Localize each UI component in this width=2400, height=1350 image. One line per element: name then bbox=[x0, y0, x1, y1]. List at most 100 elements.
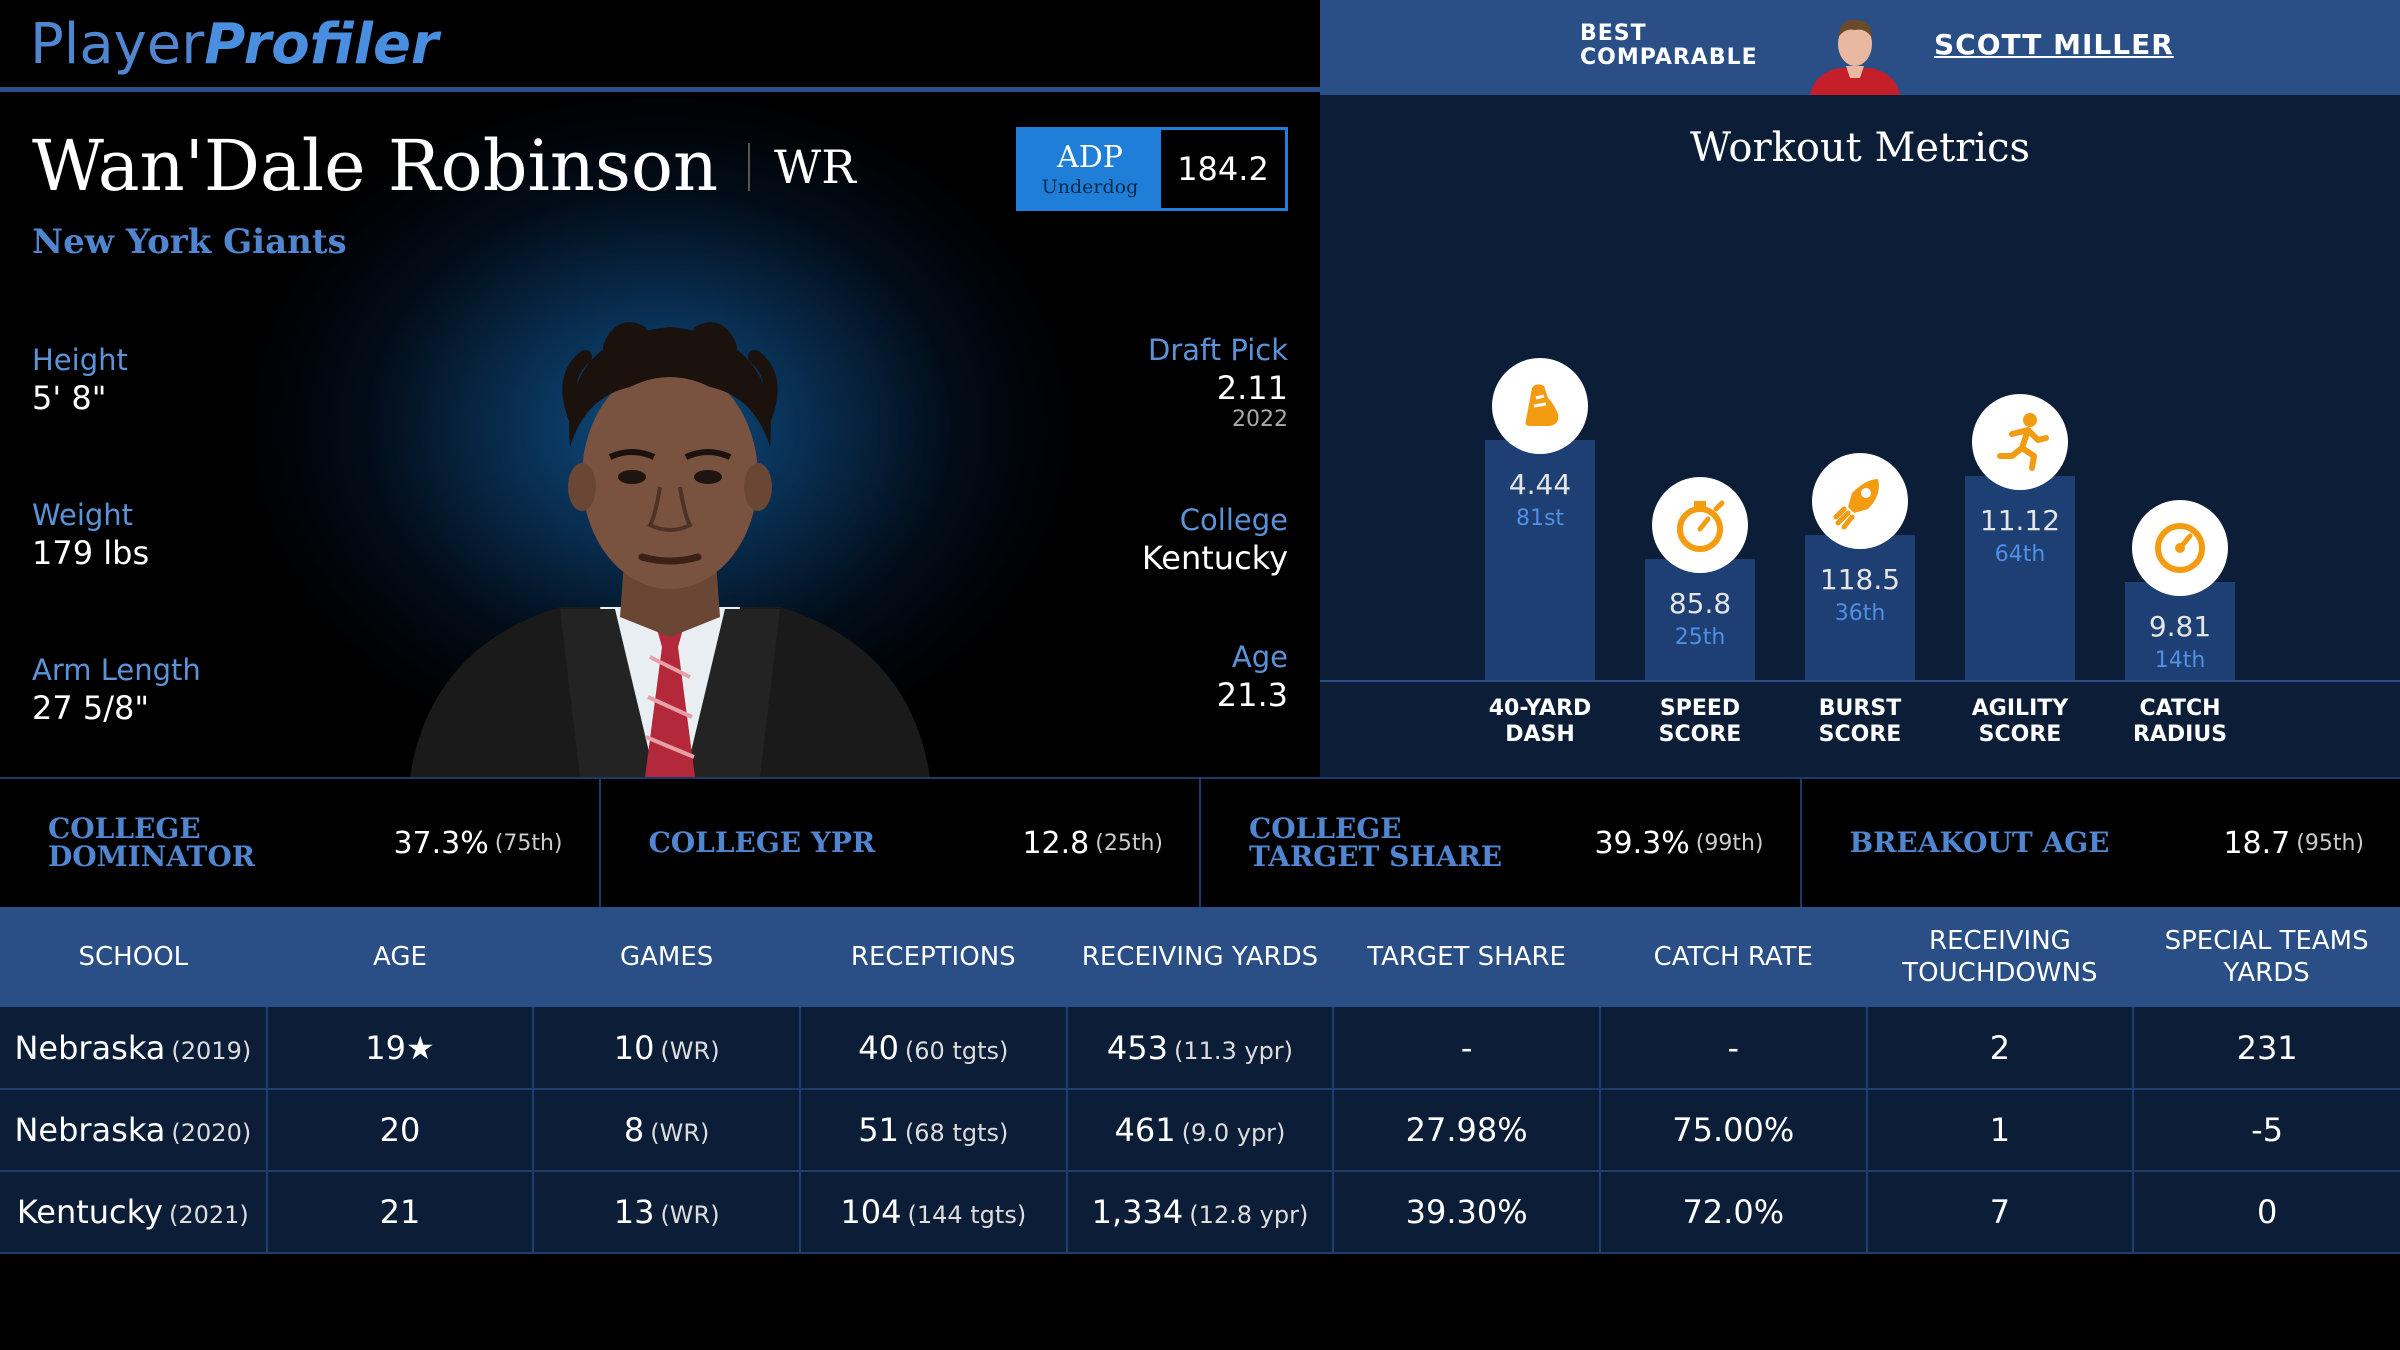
cell-receiving-yards: 453 (11.3 ypr) bbox=[1066, 1007, 1335, 1089]
ypr-value: (11.3 ypr) bbox=[1173, 1036, 1294, 1065]
weight-stat: Weight 179 lbs bbox=[32, 497, 149, 573]
receptions-value: 40 bbox=[858, 1028, 899, 1067]
metric-percentile: 64th bbox=[1994, 542, 2046, 567]
college-metric-value-wrap: 12.8 (25th) bbox=[1022, 779, 1163, 907]
school-name: Nebraska bbox=[14, 1111, 166, 1149]
table-row: Nebraska (2019) 19★ 10 (WR) 40 (60 tgts) 45… bbox=[0, 1007, 2400, 1089]
cell-catch-rate: 75.00% bbox=[1599, 1089, 1868, 1171]
chart-baseline bbox=[1320, 680, 2400, 682]
cell-receiving-yards: 461 (9.0 ypr) bbox=[1066, 1089, 1335, 1171]
college-metric-label: COLLEGE TARGET SHARE bbox=[1249, 812, 1503, 873]
weight-label: Weight bbox=[32, 498, 134, 532]
cell-games: 13 (WR) bbox=[533, 1171, 801, 1253]
table-row: Nebraska (2020) 20 8 (WR) 51 (68 tgts) 461(… bbox=[0, 1089, 2400, 1171]
college-metric-value: 39.3% bbox=[1594, 825, 1690, 861]
adp-badge: ADP Underdog 184.2 bbox=[1016, 127, 1288, 211]
player-name: Wan'Dale Robinson bbox=[32, 125, 719, 207]
cell-receiving-touchdowns: 1 bbox=[1866, 1089, 2135, 1171]
college-metric-percentile: (95th) bbox=[2296, 830, 2364, 856]
college-metric-percentile: (75th) bbox=[494, 830, 563, 856]
games-position: (WR) bbox=[650, 1119, 710, 1147]
cell-school: Kentucky (2021) bbox=[0, 1171, 268, 1253]
cell-games: 10 (WR) bbox=[533, 1007, 801, 1089]
ypr-value: (12.8 ypr) bbox=[1189, 1201, 1309, 1229]
college-metric-value: 12.8 bbox=[1022, 825, 1090, 861]
col-header-school[interactable]: SCHOOL bbox=[78, 942, 189, 972]
school-name: Nebraska bbox=[14, 1028, 166, 1067]
brand-logo[interactable]: PlayerProfiler bbox=[30, 12, 439, 78]
college-metric-value-wrap: 37.3% (75th) bbox=[393, 779, 562, 907]
games-position: (WR) bbox=[660, 1036, 720, 1065]
metric-label-line2: SCORE bbox=[1658, 722, 1742, 747]
metric-bar-agility-score[interactable]: 11.12 64th bbox=[1965, 476, 2075, 680]
workout-metrics-panel: Workout Metrics 4.44 81st 85.8 25th 118.… bbox=[1320, 95, 2400, 777]
metric-label-line2: SCORE bbox=[1818, 722, 1902, 747]
table-header-row: SCHOOL AGE GAMES RECEPTIONS RECEIVING YA… bbox=[0, 907, 2400, 1007]
college-stats-table: SCHOOL AGE GAMES RECEPTIONS RECEIVING YA… bbox=[0, 907, 2400, 1254]
cell-special-teams-yards: -5 bbox=[2251, 1111, 2284, 1149]
metric-bar-catch-radius[interactable]: 9.81 14th bbox=[2125, 582, 2235, 680]
metric-label-speed-score: SPEED SCORE bbox=[1625, 696, 1775, 748]
college-dominator-cell[interactable]: COLLEGE DOMINATOR 37.3% (75th) bbox=[0, 779, 601, 907]
metric-bar-40-yard-dash[interactable]: 4.44 81st bbox=[1485, 440, 1595, 680]
height-label: Height bbox=[32, 343, 128, 377]
col-header-receiving-yards[interactable]: RECEIVING YARDS bbox=[1081, 942, 1319, 972]
cell-special-teams-yards: 231 bbox=[2236, 1028, 2298, 1067]
cell-receptions: 104 (144 tgts) bbox=[799, 1171, 1068, 1253]
metric-value: 85.8 bbox=[1668, 587, 1732, 620]
name-divider bbox=[748, 143, 750, 191]
draft-pick-label: Draft Pick bbox=[1148, 333, 1288, 367]
games-value: 8 bbox=[623, 1111, 645, 1149]
col-header-catch-rate[interactable]: CATCH RATE bbox=[1653, 942, 1813, 972]
draft-year: 2022 bbox=[1232, 407, 1288, 432]
metric-label-line1: BURST bbox=[1818, 696, 1902, 721]
cell-receptions: 40 (60 tgts) bbox=[799, 1007, 1068, 1089]
school-year: (2019) bbox=[171, 1036, 252, 1065]
arm-length-stat: Arm Length 27 5/8" bbox=[32, 652, 201, 728]
breakout-age-cell[interactable]: BREAKOUT AGE 18.7 (95th) bbox=[1802, 779, 2400, 907]
cell-catch-rate: - bbox=[1599, 1007, 1868, 1089]
cell-target-share: - bbox=[1333, 1007, 1601, 1089]
col-header-receptions[interactable]: RECEPTIONS bbox=[850, 942, 1016, 972]
best-comparable-label: BEST COMPARABLE bbox=[1580, 22, 1800, 70]
cell-target-share: 27.98% bbox=[1333, 1089, 1601, 1171]
col-header-age[interactable]: AGE bbox=[373, 942, 427, 972]
player-position: WR bbox=[774, 140, 856, 194]
col-header-special-teams-yards[interactable]: SPECIAL TEAMS YARDS bbox=[2164, 926, 2369, 988]
metric-value: 9.81 bbox=[2148, 610, 2212, 643]
college-ypr-cell[interactable]: COLLEGE YPR 12.8 (25th) bbox=[601, 779, 1201, 907]
cell-receiving-touchdowns: 7 bbox=[1866, 1171, 2135, 1253]
adp-value: 184.2 bbox=[1161, 130, 1285, 208]
cell-age: 21 bbox=[266, 1171, 535, 1253]
col-header-games[interactable]: GAMES bbox=[619, 942, 714, 972]
player-panel: Wan'Dale Robinson WR New York Giants ADP… bbox=[0, 97, 1320, 777]
metric-label-burst-score: BURST SCORE bbox=[1785, 696, 1935, 748]
age-value: 21.3 bbox=[1216, 676, 1288, 714]
arm-length-label: Arm Length bbox=[32, 653, 201, 687]
college-target-share-cell[interactable]: COLLEGE TARGET SHARE 39.3% (99th) bbox=[1201, 779, 1802, 907]
metric-percentile: 14th bbox=[2154, 648, 2206, 673]
col-header-target-share[interactable]: TARGET SHARE bbox=[1367, 942, 1566, 972]
metric-label-agility-score: AGILITY SCORE bbox=[1945, 696, 2095, 748]
cell-receiving-yards: 1,334 (12.8 ypr) bbox=[1066, 1171, 1335, 1253]
workout-metrics-title: Workout Metrics bbox=[1689, 125, 2031, 171]
stopwatch-icon bbox=[1652, 477, 1748, 573]
top-bar: PlayerProfiler bbox=[0, 0, 1320, 92]
metric-bar-speed-score[interactable]: 85.8 25th bbox=[1645, 559, 1755, 680]
college-metric-label: COLLEGE DOMINATOR bbox=[48, 812, 256, 873]
player-team[interactable]: New York Giants bbox=[32, 222, 347, 262]
best-comparable-label-line1: BEST bbox=[1580, 21, 1647, 46]
draft-pick-value: 2.11 bbox=[1216, 369, 1288, 407]
college-stat: College Kentucky bbox=[1142, 502, 1288, 578]
college-metric-value: 18.7 bbox=[2223, 825, 2291, 861]
college-metric-label: COLLEGE YPR bbox=[648, 826, 876, 859]
comparable-player-avatar bbox=[1810, 19, 1900, 95]
metric-label-line2: RADIUS bbox=[2132, 722, 2228, 747]
height-stat: Height 5' 8" bbox=[32, 342, 128, 418]
col-header-receiving-touchdowns[interactable]: RECEIVING TOUCHDOWNS bbox=[1902, 926, 2098, 988]
metric-bar-burst-score[interactable]: 118.5 36th bbox=[1805, 535, 1915, 680]
best-comparable-name-link[interactable]: SCOTT MILLER bbox=[1934, 28, 2174, 61]
cell-age: 19★ bbox=[266, 1007, 535, 1089]
games-value: 10 bbox=[613, 1028, 655, 1067]
adp-source: Underdog bbox=[1041, 176, 1139, 198]
